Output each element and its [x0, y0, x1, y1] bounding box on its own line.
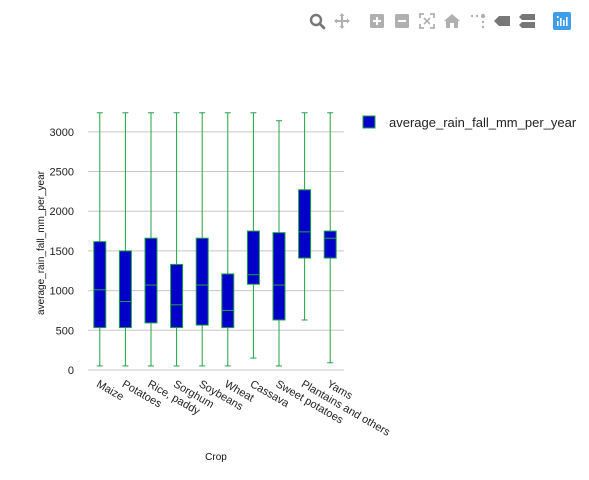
legend-label[interactable]: average_rain_fall_mm_per_year — [389, 115, 577, 130]
zoom-in-button[interactable] — [366, 10, 388, 32]
hover-compare-icon — [519, 14, 535, 28]
x-tick-label: Maize — [94, 378, 125, 403]
spike-lines-icon — [470, 13, 486, 29]
autoscale-icon — [419, 13, 435, 29]
hover-compare-button[interactable] — [516, 10, 538, 32]
iqr-box[interactable] — [272, 232, 286, 321]
zoom-button[interactable] — [306, 10, 328, 32]
box-1[interactable] — [118, 112, 132, 367]
y-tick-label: 2000 — [50, 206, 74, 218]
reset-axes-button[interactable] — [441, 10, 463, 32]
iqr-box[interactable] — [144, 237, 158, 324]
y-tick-label: 1500 — [50, 246, 74, 258]
box-3[interactable] — [170, 112, 184, 367]
iqr-box[interactable] — [298, 189, 312, 259]
zoom-icon — [309, 13, 326, 30]
pan-icon — [334, 13, 350, 29]
gridlines — [88, 131, 344, 371]
box-8[interactable] — [298, 112, 312, 321]
iqr-box[interactable] — [93, 241, 107, 329]
pan-button[interactable] — [331, 10, 353, 32]
box-4[interactable] — [195, 112, 209, 367]
zoom-in-icon — [370, 14, 384, 28]
zoom-out-icon — [395, 14, 409, 28]
box-2[interactable] — [144, 112, 158, 367]
spike-lines-button[interactable] — [466, 10, 488, 32]
box-6[interactable] — [246, 112, 260, 359]
iqr-box[interactable] — [221, 273, 235, 329]
iqr-box[interactable] — [118, 250, 132, 329]
iqr-box[interactable] — [246, 230, 260, 285]
plotly-logo-button[interactable] — [551, 10, 573, 32]
x-axis-title: Crop — [205, 452, 227, 463]
iqr-box[interactable] — [195, 237, 209, 326]
y-tick-label: 3000 — [50, 127, 74, 139]
y-tick-label: 500 — [56, 325, 74, 337]
iqr-box[interactable] — [170, 263, 184, 329]
autoscale-button[interactable] — [416, 10, 438, 32]
legend[interactable]: average_rain_fall_mm_per_year — [362, 115, 577, 130]
hover-closest-button[interactable] — [491, 10, 513, 32]
box-9[interactable] — [323, 112, 337, 364]
hover-closest-icon — [494, 16, 510, 26]
legend-swatch[interactable] — [362, 115, 376, 129]
zoom-out-button[interactable] — [391, 10, 413, 32]
box-5[interactable] — [221, 112, 235, 367]
box-traces — [93, 112, 337, 367]
y-axis-title: average_rain_fall_mm_per_year — [36, 170, 47, 315]
home-icon — [444, 14, 460, 28]
y-axis-ticks: 0 500 1000 1500 2000 2500 3000 — [50, 127, 74, 377]
y-tick-label: 2500 — [50, 167, 74, 179]
y-tick-label: 1000 — [50, 286, 74, 298]
box-7[interactable] — [272, 120, 286, 367]
iqr-box[interactable] — [323, 230, 337, 259]
y-tick-label: 0 — [68, 365, 74, 377]
box-0[interactable] — [93, 112, 107, 367]
plotly-logo-icon — [553, 12, 571, 30]
modebar — [306, 10, 576, 32]
